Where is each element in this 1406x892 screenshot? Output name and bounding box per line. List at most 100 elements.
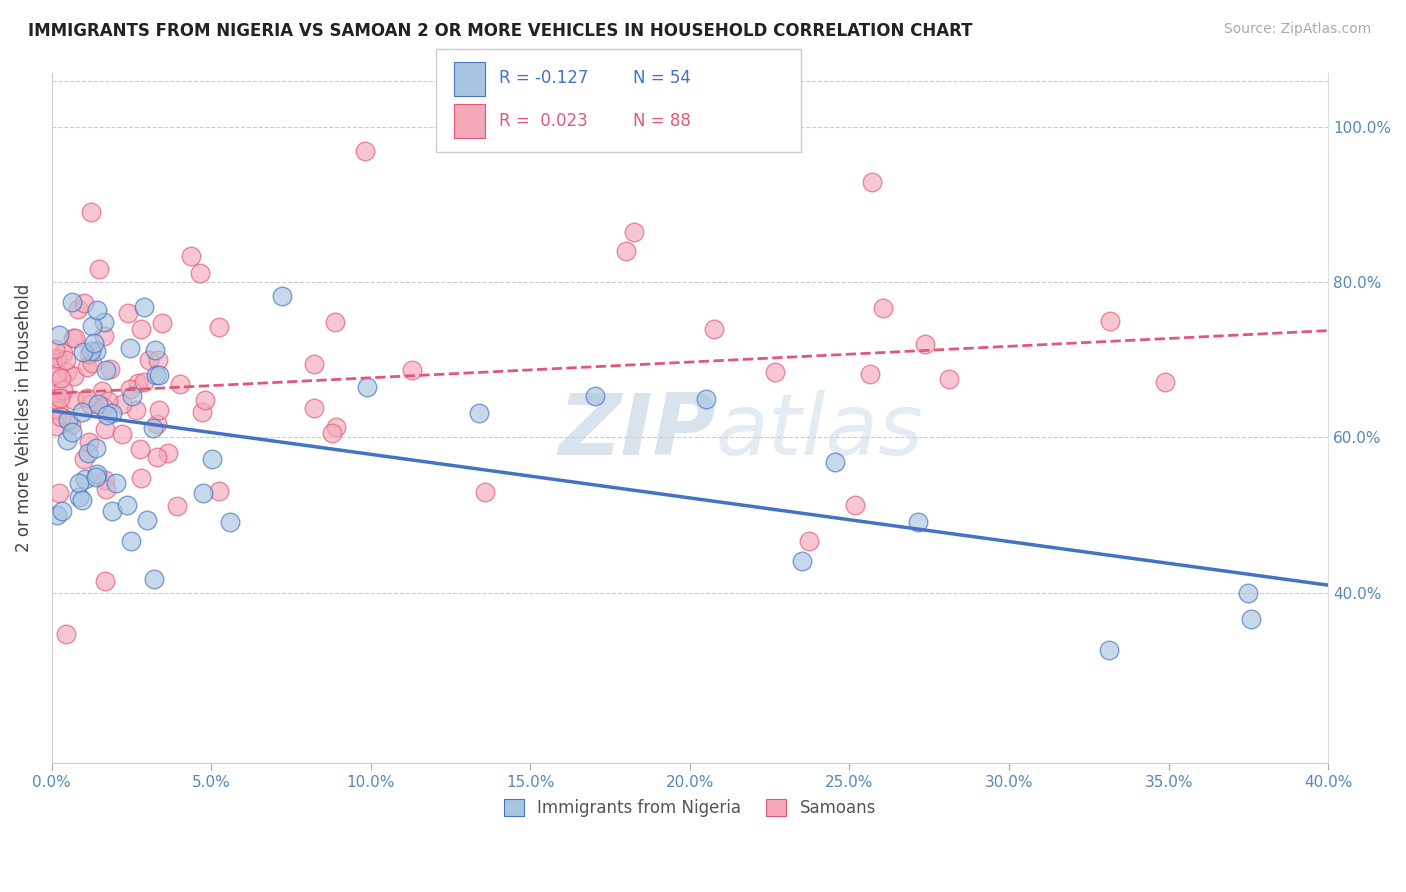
Point: [63, 368, 86, 383]
Point: [703, 322, 725, 336]
Point: [51, 409, 73, 424]
Point: [325, 420, 347, 434]
Point: [86, 302, 108, 317]
Point: [145, 368, 167, 383]
Point: [46, 367, 69, 381]
Point: [77, 434, 100, 449]
Point: [44, 352, 66, 367]
Point: [73, 295, 96, 310]
Point: [860, 175, 883, 189]
Point: [142, 421, 165, 435]
Point: [323, 315, 346, 329]
Point: [201, 452, 224, 467]
Point: [127, 376, 149, 390]
Point: [44, 343, 66, 357]
Point: [859, 367, 882, 381]
Point: [77, 347, 100, 361]
Point: [52, 345, 75, 359]
Point: [62, 425, 84, 440]
Text: R = -0.127: R = -0.127: [499, 69, 589, 87]
Point: [797, 533, 820, 548]
Point: [271, 289, 294, 303]
Point: [191, 405, 214, 419]
Point: [401, 363, 423, 377]
Point: [46, 402, 69, 417]
Point: [1098, 314, 1121, 328]
Point: [55, 353, 77, 368]
Point: [46, 418, 69, 433]
Point: [67, 490, 90, 504]
Point: [1098, 643, 1121, 657]
Point: [134, 375, 156, 389]
Point: [59, 418, 82, 433]
Point: [132, 300, 155, 314]
Point: [80, 343, 103, 358]
Point: [135, 513, 157, 527]
Point: [93, 315, 115, 329]
Point: [49, 370, 72, 384]
Point: [79, 396, 101, 410]
Point: [84, 344, 107, 359]
Point: [76, 360, 98, 375]
Point: [101, 504, 124, 518]
Point: [353, 144, 375, 158]
Point: [146, 450, 169, 465]
Point: [44, 392, 66, 406]
Point: [194, 393, 217, 408]
Point: [96, 394, 118, 409]
Point: [110, 427, 132, 442]
Point: [66, 301, 89, 316]
Point: [356, 379, 378, 393]
Point: [70, 493, 93, 508]
Y-axis label: 2 or more Vehicles in Household: 2 or more Vehicles in Household: [15, 284, 32, 552]
Point: [120, 533, 142, 548]
Point: [118, 341, 141, 355]
Point: [129, 321, 152, 335]
Point: [169, 376, 191, 391]
Point: [60, 295, 83, 310]
Point: [124, 402, 146, 417]
Point: [180, 249, 202, 263]
Point: [96, 408, 118, 422]
Point: [55, 626, 77, 640]
Point: [98, 361, 121, 376]
Legend: Immigrants from Nigeria, Samoans: Immigrants from Nigeria, Samoans: [498, 792, 883, 824]
Point: [86, 467, 108, 481]
Point: [63, 331, 86, 345]
Point: [792, 554, 814, 568]
Point: [148, 403, 170, 417]
Point: [46, 351, 69, 365]
Point: [614, 244, 637, 259]
Point: [157, 446, 180, 460]
Point: [51, 504, 73, 518]
Point: [91, 401, 114, 415]
Point: [219, 515, 242, 529]
Point: [72, 345, 94, 359]
Text: atlas: atlas: [716, 391, 924, 474]
Point: [148, 368, 170, 382]
Point: [121, 389, 143, 403]
Text: R =  0.023: R = 0.023: [499, 112, 588, 130]
Point: [55, 365, 77, 379]
Point: [94, 422, 117, 436]
Text: IMMIGRANTS FROM NIGERIA VS SAMOAN 2 OR MORE VEHICLES IN HOUSEHOLD CORRELATION CH: IMMIGRANTS FROM NIGERIA VS SAMOAN 2 OR M…: [28, 22, 973, 40]
Point: [321, 425, 343, 440]
Point: [84, 441, 107, 455]
Point: [129, 471, 152, 485]
Point: [104, 476, 127, 491]
Point: [1237, 585, 1260, 599]
Point: [474, 484, 496, 499]
Point: [48, 328, 70, 343]
Point: [302, 358, 325, 372]
Point: [49, 392, 72, 406]
Point: [96, 482, 118, 496]
Point: [844, 498, 866, 512]
Text: ZIP: ZIP: [558, 391, 716, 474]
Point: [695, 392, 717, 406]
Point: [120, 382, 142, 396]
Point: [166, 499, 188, 513]
Point: [150, 317, 173, 331]
Point: [56, 433, 79, 447]
Point: [80, 205, 103, 219]
Point: [188, 266, 211, 280]
